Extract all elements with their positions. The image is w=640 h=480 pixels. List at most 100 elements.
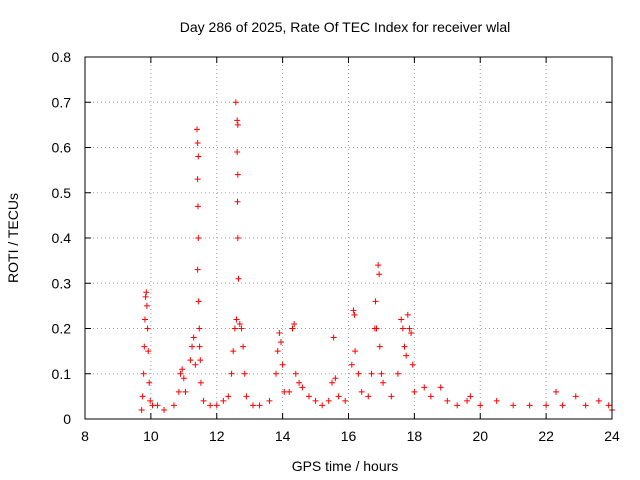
data-point bbox=[243, 393, 250, 400]
data-point bbox=[289, 325, 296, 332]
x-axis-title: GPS time / hours bbox=[292, 458, 399, 474]
data-point bbox=[197, 379, 204, 386]
data-point bbox=[144, 325, 151, 332]
y-tick-label: 0.7 bbox=[52, 94, 72, 110]
data-point bbox=[234, 171, 241, 178]
data-point bbox=[408, 330, 415, 337]
y-tick-label: 0.2 bbox=[52, 321, 72, 337]
ticks-layer: 8 10 12 14 16 18 20 22 24 0 0.1 0.2 0.3 0.4 0.5 0.6 0.7 0… bbox=[52, 49, 620, 444]
x-tick-label: 24 bbox=[604, 428, 620, 444]
data-point bbox=[141, 316, 148, 323]
x-tick-label: 16 bbox=[341, 428, 357, 444]
data-point bbox=[277, 339, 284, 346]
data-point bbox=[161, 406, 168, 413]
x-tick-label: 8 bbox=[81, 428, 89, 444]
data-point bbox=[406, 325, 413, 332]
data-point bbox=[526, 402, 533, 409]
data-point bbox=[368, 370, 375, 377]
data-point bbox=[195, 153, 202, 160]
data-point bbox=[342, 397, 349, 404]
data-point bbox=[365, 393, 372, 400]
data-point bbox=[194, 176, 201, 183]
data-point bbox=[373, 325, 380, 332]
data-point bbox=[394, 370, 401, 377]
data-point bbox=[330, 334, 337, 341]
data-point bbox=[207, 402, 214, 409]
data-point bbox=[444, 397, 451, 404]
data-point bbox=[249, 402, 256, 409]
data-point bbox=[319, 402, 326, 409]
data-point bbox=[234, 149, 241, 156]
data-point bbox=[292, 370, 299, 377]
data-point bbox=[493, 397, 500, 404]
data-point bbox=[213, 402, 220, 409]
data-point bbox=[195, 235, 202, 241]
data-point bbox=[291, 320, 298, 327]
data-point bbox=[256, 402, 263, 409]
data-point bbox=[145, 348, 152, 355]
data-point bbox=[233, 316, 240, 323]
data-point bbox=[401, 343, 408, 350]
data-point bbox=[572, 393, 579, 400]
data-point bbox=[189, 343, 196, 350]
data-point bbox=[234, 198, 241, 205]
data-point bbox=[177, 370, 184, 377]
data-point bbox=[375, 262, 382, 269]
data-point bbox=[332, 375, 339, 382]
data-point bbox=[235, 275, 242, 282]
data-point bbox=[196, 343, 203, 350]
data-point bbox=[273, 370, 280, 377]
data-point bbox=[232, 99, 239, 106]
grid-layer bbox=[85, 57, 612, 419]
data-point bbox=[358, 388, 365, 395]
data-point bbox=[179, 366, 186, 373]
data-point bbox=[388, 393, 395, 400]
data-point bbox=[380, 379, 387, 386]
data-point bbox=[194, 139, 201, 146]
data-point bbox=[190, 334, 197, 341]
data-point bbox=[200, 397, 207, 404]
data-point bbox=[510, 402, 517, 409]
data-point bbox=[234, 117, 241, 124]
y-tick-label: 0.5 bbox=[52, 185, 72, 201]
data-point bbox=[421, 384, 428, 391]
y-tick-label: 0.3 bbox=[52, 275, 72, 291]
data-point bbox=[143, 289, 150, 296]
data-point bbox=[296, 379, 303, 386]
data-point bbox=[437, 384, 444, 391]
data-point bbox=[398, 316, 405, 323]
data-point bbox=[404, 311, 411, 318]
x-tick-label: 12 bbox=[209, 428, 225, 444]
data-point bbox=[454, 402, 461, 409]
data-point bbox=[376, 271, 383, 278]
data-point bbox=[376, 343, 383, 350]
data-point bbox=[411, 388, 418, 395]
data-point bbox=[238, 325, 245, 332]
data-point bbox=[582, 402, 589, 409]
data-point bbox=[147, 397, 154, 404]
x-tick-label: 14 bbox=[275, 428, 291, 444]
data-point bbox=[352, 348, 359, 355]
y-tick-label: 0.6 bbox=[52, 140, 72, 156]
data-point bbox=[399, 325, 406, 332]
data-point bbox=[234, 121, 241, 128]
x-tick-label: 10 bbox=[143, 428, 159, 444]
data-point bbox=[170, 402, 177, 409]
data-point bbox=[142, 293, 149, 300]
data-point bbox=[234, 235, 241, 241]
data-point bbox=[553, 388, 560, 395]
data-point bbox=[329, 379, 336, 386]
data-point bbox=[299, 384, 306, 391]
data-point bbox=[605, 402, 612, 409]
data-point bbox=[138, 406, 145, 413]
y-tick-label: 0.4 bbox=[52, 230, 72, 246]
data-point bbox=[372, 298, 379, 305]
data-point bbox=[143, 302, 150, 309]
y-tick-label: 0 bbox=[63, 411, 71, 427]
data-point bbox=[378, 370, 385, 377]
y-tick-label: 0.8 bbox=[52, 49, 72, 65]
data-point bbox=[543, 402, 550, 409]
data-point bbox=[335, 393, 342, 400]
data-point bbox=[559, 402, 566, 409]
data-point bbox=[194, 266, 201, 273]
